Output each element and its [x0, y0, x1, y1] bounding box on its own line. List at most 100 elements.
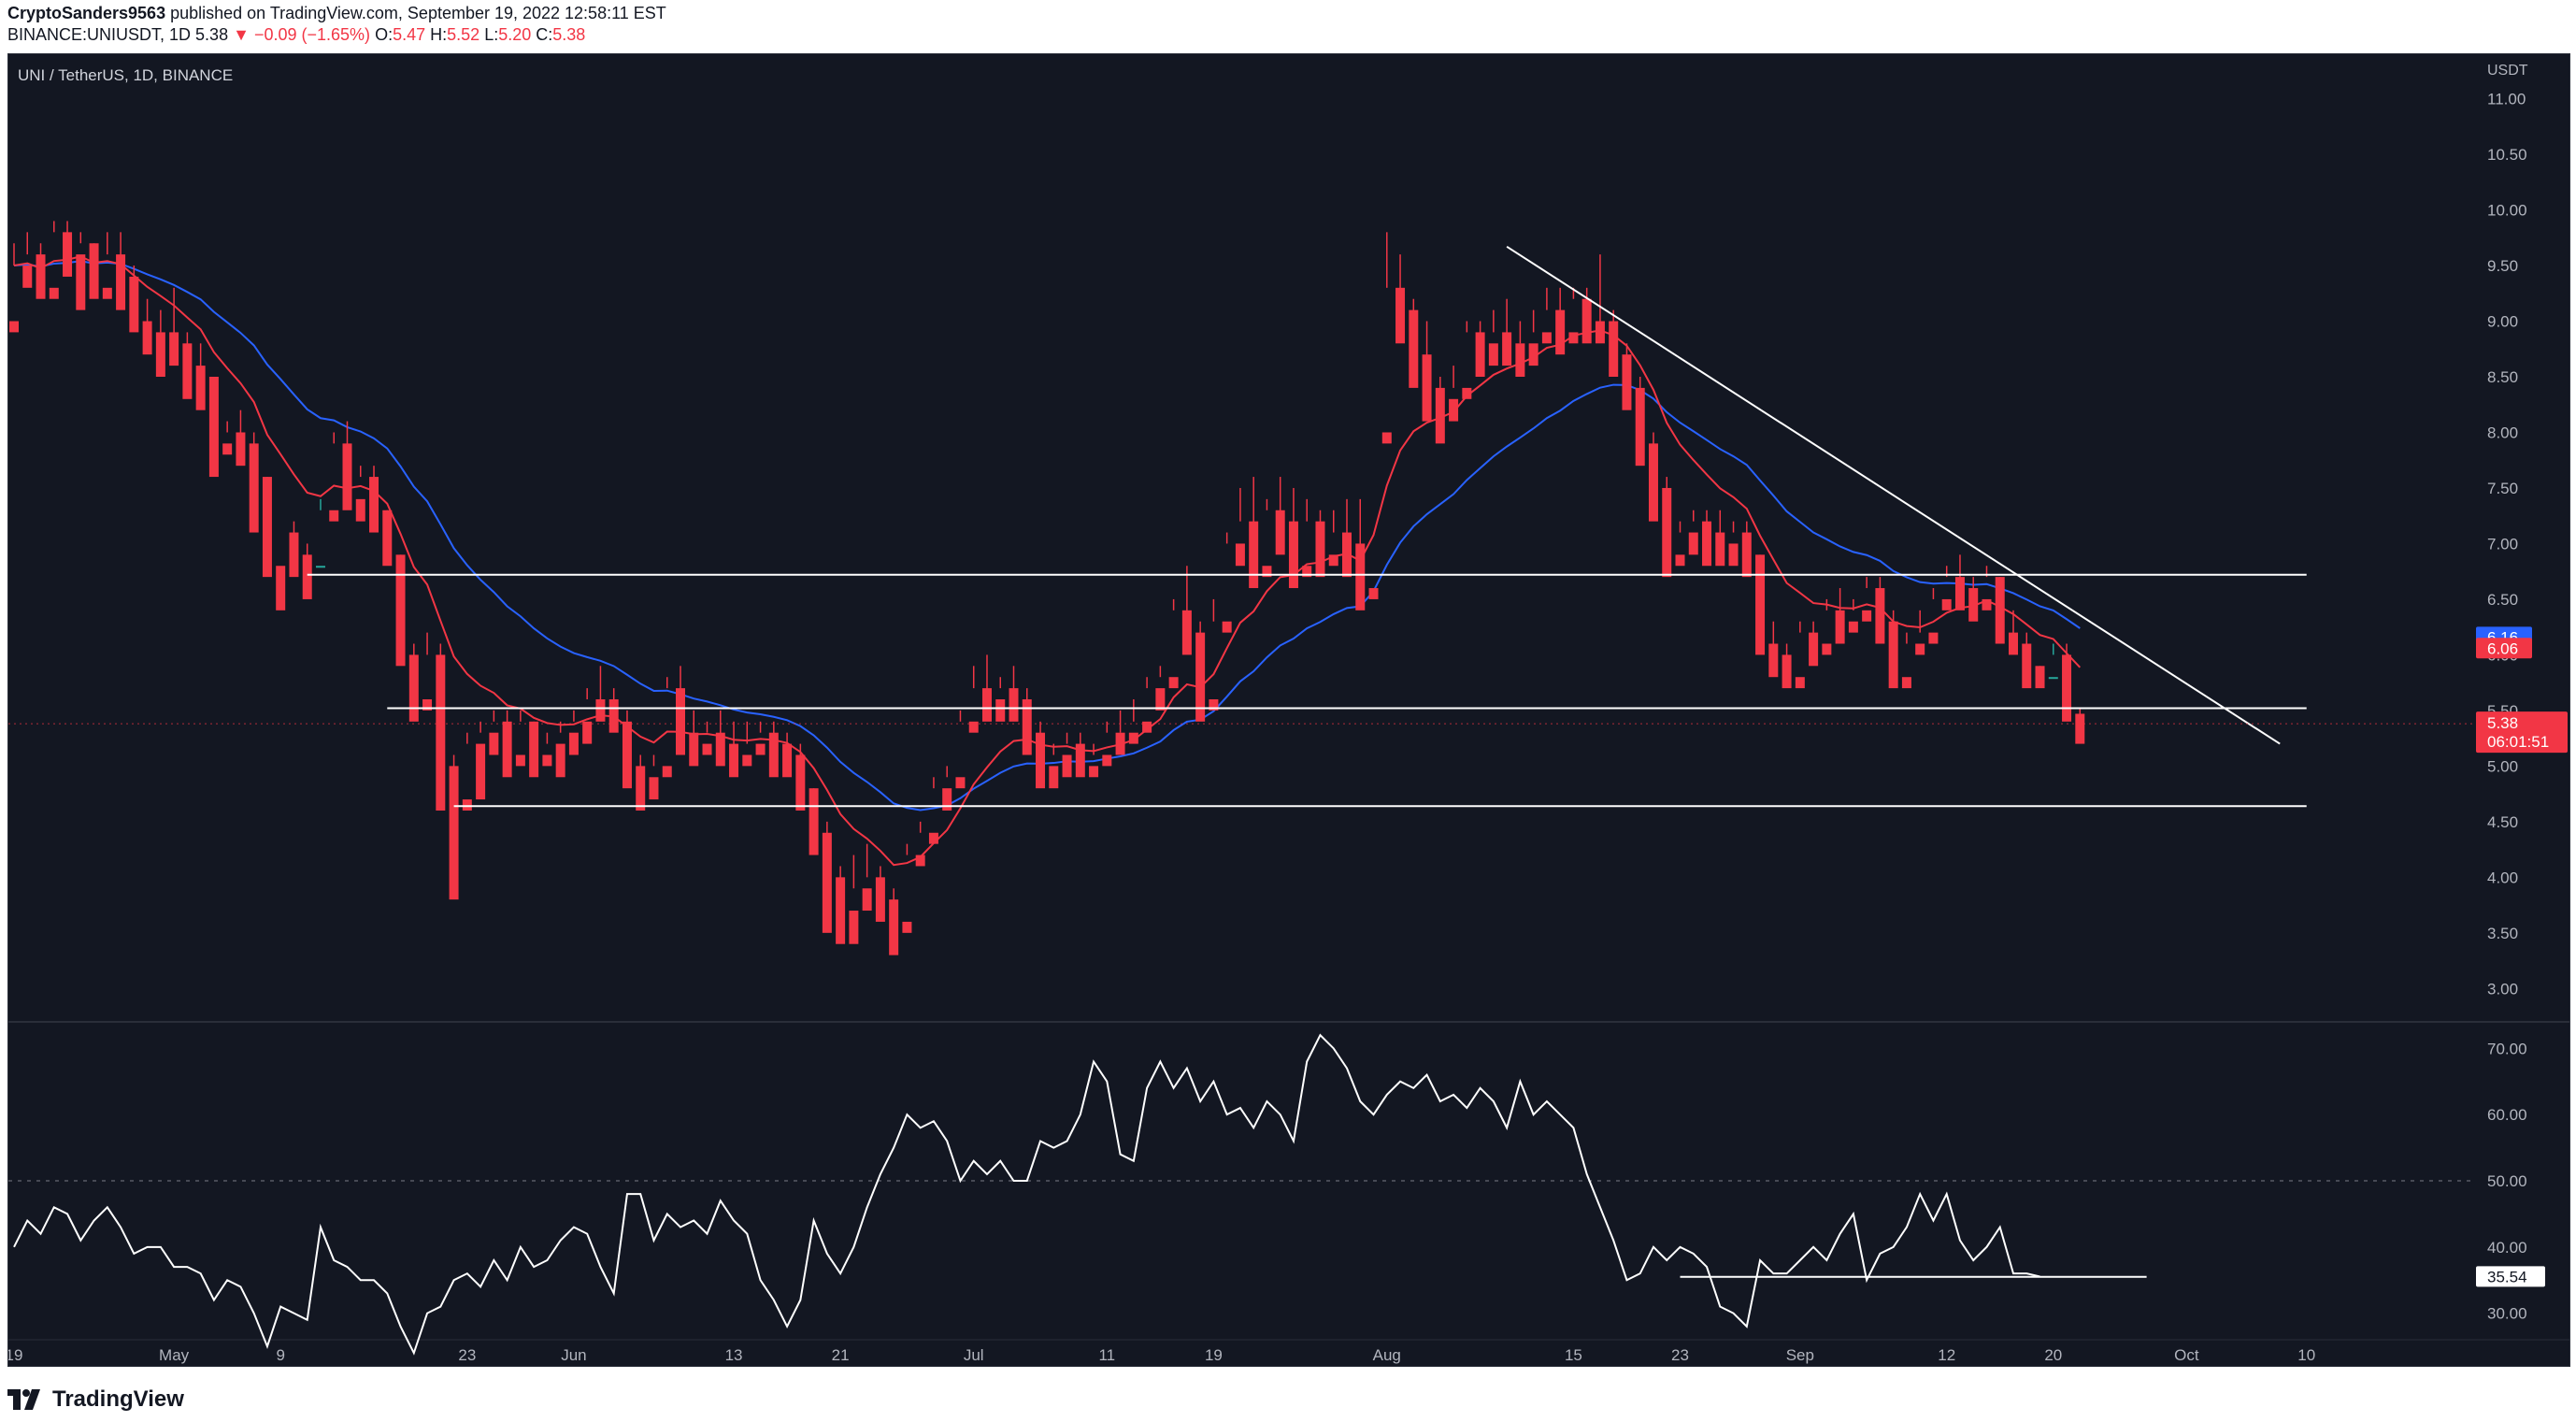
candle — [369, 466, 379, 533]
candle-body — [1302, 566, 1312, 578]
candle-body — [1355, 543, 1366, 610]
chart-canvas[interactable]: UNI / TetherUS, 1D, BINANCE USDT 3.00 3.50 4… — [8, 54, 2569, 1366]
candle — [1355, 498, 1366, 610]
candle-body — [1715, 532, 1725, 567]
candle — [249, 432, 259, 533]
candle-body — [582, 721, 593, 744]
low-label: L: — [484, 25, 499, 44]
candle — [129, 266, 139, 333]
candle-body — [182, 343, 193, 399]
candle — [676, 666, 685, 755]
candle-body — [369, 477, 379, 533]
candle-body — [1609, 321, 1619, 377]
candle — [822, 821, 832, 933]
candle — [1209, 598, 1219, 711]
candle-body — [9, 321, 19, 333]
candle-body — [1462, 387, 1472, 399]
candle — [116, 232, 126, 310]
candle-body — [1995, 577, 2005, 644]
candle — [649, 754, 659, 800]
ema-fast-price-tag-bg — [2476, 638, 2532, 659]
candle-body — [1648, 443, 1658, 522]
candle — [689, 710, 699, 767]
candle — [1581, 287, 1592, 344]
candle — [981, 654, 992, 722]
time-axis-tick: 19 — [8, 1346, 22, 1364]
time-axis-tick: 21 — [832, 1346, 850, 1364]
price-axis-tick: 7.50 — [2487, 480, 2518, 497]
candle — [436, 643, 446, 811]
ohlc-line: BINANCE:UNIUSDT, 1D 5.38 ▼ −0.09 (−1.65%… — [7, 25, 585, 45]
candle-body — [515, 754, 525, 767]
candle-body — [1062, 754, 1072, 778]
candle — [1768, 621, 1779, 678]
candle — [408, 643, 419, 722]
time-axis-tick: Jun — [561, 1346, 586, 1364]
candle — [1235, 487, 1245, 567]
time-axis-tick: 10 — [2297, 1346, 2315, 1364]
candle — [1528, 309, 1538, 366]
candle-body — [915, 855, 925, 867]
candle-body — [2048, 677, 2058, 680]
candle-body — [1928, 632, 1939, 644]
candle-body — [49, 287, 59, 299]
symbol-info: BINANCE:UNIUSDT, 1D — [7, 25, 192, 44]
candle-body — [1488, 343, 1498, 366]
time-axis-tick: 23 — [1671, 1346, 1689, 1364]
candle-body — [1128, 732, 1138, 744]
candle — [782, 732, 793, 778]
candle-body — [462, 799, 472, 811]
candle — [636, 754, 646, 811]
candle-body — [1862, 610, 1872, 622]
candle — [1622, 343, 1632, 410]
candle — [1409, 298, 1419, 388]
time-axis-tick: 13 — [725, 1346, 743, 1364]
candle — [1728, 521, 1739, 567]
candle-body — [981, 688, 992, 722]
candle — [449, 754, 459, 900]
candle — [1222, 532, 1232, 633]
candle — [1688, 510, 1698, 555]
candle-body — [849, 911, 859, 944]
price-axis-tick: 9.50 — [2487, 257, 2518, 275]
candle — [1835, 588, 1845, 644]
candle-body — [2062, 654, 2072, 722]
candle-body — [116, 254, 126, 310]
candle — [169, 287, 179, 366]
candle — [1142, 677, 1152, 733]
candle — [1009, 666, 1019, 722]
candle-body — [1888, 621, 1898, 689]
candle — [195, 343, 206, 410]
bar-countdown: 06:01:51 — [2487, 733, 2549, 751]
time-axis-tick: 20 — [2044, 1346, 2062, 1364]
candle-body — [689, 732, 699, 767]
rsi-value-tag: 35.54 — [2487, 1268, 2527, 1286]
rsi-axis-tick: 70.00 — [2487, 1040, 2527, 1057]
chart-area[interactable]: UNI / TetherUS, 1D, BINANCE USDT 3.00 3.50 4… — [7, 53, 2570, 1367]
candle — [1662, 477, 1672, 578]
candle — [928, 777, 938, 844]
candle — [902, 843, 912, 933]
price-axis-tick: 11.00 — [2487, 91, 2526, 108]
candle — [1089, 743, 1099, 778]
candle — [315, 498, 325, 568]
candle-body — [1702, 521, 1712, 567]
candle — [849, 855, 859, 944]
candle-body — [1315, 521, 1325, 578]
candle — [63, 221, 73, 277]
price-axis-tick: 4.50 — [2487, 813, 2518, 831]
high-value: 5.52 — [447, 25, 480, 44]
candle-body — [1009, 688, 1019, 722]
candle — [1115, 710, 1125, 755]
price-axis-tick: 5.00 — [2487, 757, 2518, 775]
candle — [915, 821, 925, 867]
rsi-axis-tick: 50.00 — [2487, 1172, 2527, 1190]
candle-body — [249, 443, 259, 533]
candle — [1995, 577, 2005, 644]
candle-body — [676, 688, 685, 755]
candle — [1449, 366, 1459, 422]
candle — [1901, 632, 1911, 689]
candle-body — [729, 743, 739, 778]
candle — [208, 377, 219, 478]
publisher-name[interactable]: CryptoSanders9563 — [7, 4, 166, 22]
